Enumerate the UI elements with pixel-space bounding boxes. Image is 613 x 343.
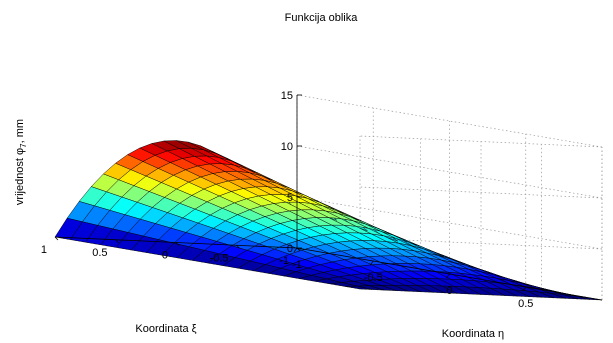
y-tick: [446, 273, 450, 279]
x-axis-label: Koordinata ξ: [135, 323, 196, 335]
x-tick: [175, 242, 180, 246]
z-tick-label: 0: [287, 243, 293, 255]
y-axis-label: Koordinata η: [442, 328, 504, 340]
surface-patch: [54, 217, 83, 240]
x-tick: [236, 244, 240, 249]
tick-labels: 0 5 10 15 1 0.5 0 -0.5 -1 -1 -0.5 0 0.5: [41, 90, 534, 310]
z-tick-label: 15: [281, 90, 293, 102]
x-tick: [115, 239, 119, 244]
x-tick-label: 0.5: [92, 247, 107, 259]
z-tick-label: 5: [287, 192, 293, 204]
gridline: [359, 186, 603, 199]
chart-title: Funkcija oblika: [285, 12, 359, 24]
axes: [54, 94, 603, 301]
x-tick-label: 0: [162, 250, 168, 262]
y-tick: [369, 260, 374, 266]
surface: [54, 140, 603, 301]
x-tick: [54, 236, 59, 241]
z-axis-label: vrijednost φ7, mm: [14, 119, 28, 205]
svg-text:vrijednost φ7, mm: vrijednost φ7, mm: [14, 119, 28, 205]
y-tick-label: -0.5: [364, 272, 383, 284]
x-tick-label: -0.5: [210, 252, 229, 264]
y-tick: [522, 286, 527, 292]
gridline: [359, 237, 603, 250]
z-tick-label: 10: [281, 141, 293, 153]
y-tick-label: -1: [292, 259, 302, 271]
x-tick-label: 1: [41, 244, 47, 256]
x-tick: [296, 247, 301, 252]
y-tick: [293, 247, 298, 253]
y-tick-label: 0: [446, 285, 452, 297]
y-tick-label: 0.5: [518, 298, 533, 310]
x-tick-label: -1: [279, 255, 289, 267]
